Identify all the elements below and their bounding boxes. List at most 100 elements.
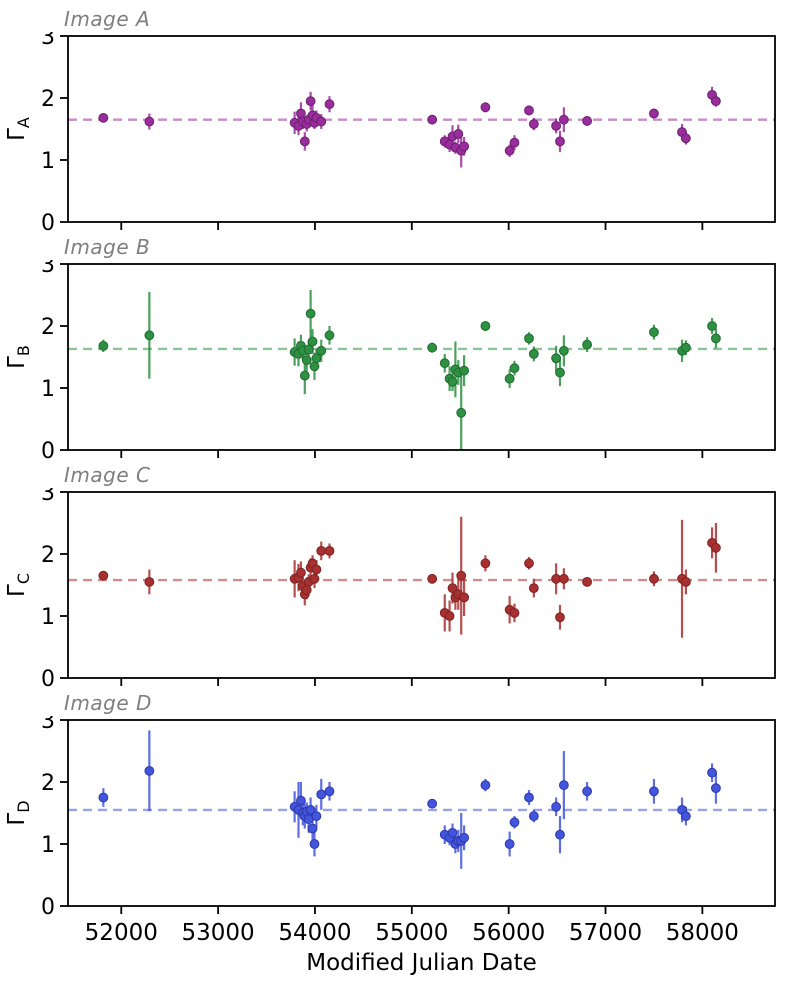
data-point [296, 795, 306, 806]
data-point [305, 96, 316, 106]
data-point [649, 786, 659, 797]
data-points [98, 308, 721, 418]
data-point [301, 355, 312, 365]
panel-title-image-b: Image B [64, 235, 151, 259]
data-point [551, 801, 562, 812]
data-point [299, 136, 310, 147]
data-point [296, 567, 306, 578]
data-point [480, 780, 491, 790]
data-point [447, 827, 458, 838]
data-point [303, 344, 314, 355]
x-axis-label: Modified Julian Date [306, 950, 537, 976]
data-point [439, 358, 450, 369]
data-point [456, 407, 467, 418]
y-axis-title: ΓC [4, 573, 33, 597]
data-point [316, 789, 327, 800]
panel-image-c: Image C 0 1 2 3 ΓC [0, 462, 789, 690]
data-point [98, 792, 109, 803]
x-tick-label: 56000 [472, 920, 545, 946]
x-tick-label: 55000 [375, 920, 448, 946]
data-point [524, 333, 534, 344]
panel-image-a: Image A 0 1 2 3 ΓA [0, 6, 789, 234]
data-point [711, 783, 721, 794]
data-point [504, 373, 515, 384]
axis-box [67, 719, 776, 907]
data-point [558, 780, 569, 790]
y-tick-label: 1 [41, 833, 55, 858]
data-point [459, 592, 470, 603]
data-point [711, 542, 721, 553]
data-point [509, 608, 520, 618]
data-point [301, 585, 312, 595]
y-tick-label: 3 [41, 32, 55, 50]
data-point [459, 832, 470, 843]
y-tick-label: 1 [41, 377, 55, 402]
plot-area-image-b: 0 1 2 3 ΓB [4, 260, 776, 462]
data-point [528, 349, 539, 359]
x-axis-ticks [120, 450, 704, 458]
y-axis-ticks: 0 1 2 3 [41, 260, 68, 462]
data-point [707, 767, 717, 778]
y-axis-ticks: 0 1 2 3 [41, 488, 68, 690]
data-point [311, 811, 322, 821]
data-point [447, 583, 458, 593]
error-bars [102, 86, 718, 168]
y-tick-label: 2 [41, 771, 55, 796]
y-tick-label: 0 [41, 895, 55, 920]
data-point [524, 558, 534, 569]
y-axis-title: ΓD [4, 800, 33, 825]
data-point [444, 611, 455, 621]
y-tick-label: 0 [41, 667, 55, 690]
data-points [98, 90, 721, 156]
data-point [649, 108, 659, 119]
y-tick-label: 2 [41, 315, 55, 340]
data-point [504, 839, 515, 849]
x-axis-ticks [120, 678, 704, 686]
y-tick-label: 0 [41, 211, 55, 234]
data-point [649, 327, 659, 338]
data-point [296, 108, 306, 119]
y-axis-title: ΓB [4, 345, 33, 369]
axis-box [67, 35, 776, 223]
data-point [311, 564, 322, 575]
plot-area-image-a: 0 1 2 3 ΓA [4, 32, 776, 234]
data-point [459, 141, 470, 152]
error-bars [102, 516, 718, 638]
data-point [582, 116, 593, 126]
x-tick-label: 57000 [569, 920, 642, 946]
data-point [307, 823, 318, 834]
data-point [459, 365, 470, 376]
y-tick-label: 3 [41, 260, 55, 278]
data-point [680, 577, 691, 587]
plot-area-image-d: 0 1 2 3 52000 53000 54000 55000 56000 57000 58000 Γ… [4, 716, 776, 946]
data-point [555, 612, 565, 623]
data-point [427, 798, 438, 809]
data-point [509, 817, 520, 828]
y-tick-label: 3 [41, 716, 55, 734]
panel-title-image-a: Image A [64, 7, 151, 31]
data-point [144, 765, 155, 776]
y-axis-title: ΓA [4, 117, 33, 141]
data-point [680, 133, 691, 144]
data-point [582, 786, 593, 797]
data-point [582, 577, 593, 587]
data-point [453, 129, 464, 139]
data-point [524, 105, 534, 116]
data-point [324, 786, 335, 797]
data-point [311, 353, 322, 364]
x-tick-label: 53000 [182, 920, 255, 946]
data-point [316, 546, 327, 556]
data-point [316, 345, 327, 356]
y-axis-ticks: 0 1 2 3 [41, 32, 68, 234]
data-point [299, 370, 310, 381]
data-point [309, 361, 320, 372]
data-point [524, 792, 534, 803]
y-tick-label: 0 [41, 439, 55, 462]
y-tick-label: 1 [41, 605, 55, 630]
data-point [324, 546, 335, 556]
data-point [98, 340, 109, 351]
data-point [649, 573, 659, 584]
x-tick-label: 54000 [278, 920, 351, 946]
data-point [528, 811, 539, 821]
y-tick-label: 2 [41, 87, 55, 112]
